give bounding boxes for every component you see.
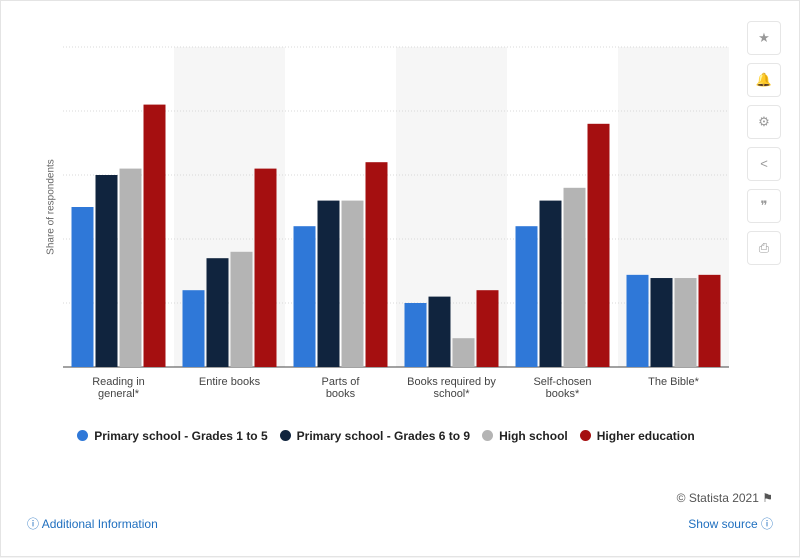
copyright-text: © Statista 2021 [676, 491, 759, 505]
bar [626, 274, 649, 367]
x-tick-label: Entire books [198, 376, 261, 388]
legend-item[interactable]: Higher education [579, 429, 695, 443]
bar [182, 290, 205, 367]
bar [119, 168, 142, 367]
x-tick-label: Reading in general* [92, 376, 145, 400]
legend-label[interactable]: Primary school - Grades 6 to 9 [296, 429, 471, 443]
bar [365, 162, 388, 367]
x-tick-label: The Bible* [648, 376, 699, 388]
favorite-button[interactable]: ★ [747, 21, 781, 55]
bar [539, 200, 562, 367]
notify-button[interactable]: 🔔 [747, 63, 781, 97]
legend-swatch[interactable] [482, 430, 494, 441]
legend-item[interactable]: Primary school - Grades 1 to 5 [77, 429, 268, 443]
bar [674, 278, 697, 367]
x-tick-label: Books required by school* [407, 376, 496, 400]
bar [476, 290, 499, 367]
bar [71, 207, 94, 367]
show-source-text[interactable]: Show source [688, 517, 758, 531]
cite-button[interactable]: ❞ [747, 189, 781, 223]
legend-item[interactable]: Primary school - Grades 6 to 9 [279, 429, 471, 443]
bar [95, 175, 118, 367]
print-button[interactable]: ⎙ [747, 231, 781, 265]
bar [587, 123, 610, 367]
bar [515, 226, 538, 367]
bar [428, 296, 451, 367]
x-tick-label: Self-chosen books* [533, 376, 592, 400]
bar [206, 258, 229, 367]
legend-label[interactable]: Primary school - Grades 1 to 5 [94, 429, 268, 443]
copyright: © Statista 2021 ⚑ [676, 491, 773, 505]
bar [452, 338, 475, 367]
bar [404, 303, 427, 367]
bar [341, 200, 364, 367]
bar [143, 104, 166, 367]
additional-info-text[interactable]: Additional Information [41, 517, 158, 531]
show-source[interactable]: Show source ⓘ [688, 517, 773, 531]
legend: Primary school - Grades 1 to 5 Primary sc… [1, 429, 771, 443]
bar [230, 251, 253, 367]
bar [563, 187, 586, 367]
bar [650, 278, 673, 367]
bar [317, 200, 340, 367]
y-axis-title: Share of respondents [46, 159, 57, 255]
legend-label[interactable]: Higher education [596, 429, 695, 443]
legend-item[interactable]: High school [482, 429, 568, 443]
x-tick-label: Parts of books [321, 376, 360, 400]
legend-swatch[interactable] [579, 430, 591, 441]
bar [254, 168, 277, 367]
legend-label[interactable]: High school [499, 429, 568, 443]
share-button[interactable]: < [747, 147, 781, 181]
bar [698, 274, 721, 367]
legend-swatch[interactable] [77, 430, 89, 441]
legend-swatch[interactable] [279, 430, 291, 441]
additional-info[interactable]: ⓘ Additional Information [27, 517, 158, 531]
bar [293, 226, 316, 367]
settings-button[interactable]: ⚙ [747, 105, 781, 139]
